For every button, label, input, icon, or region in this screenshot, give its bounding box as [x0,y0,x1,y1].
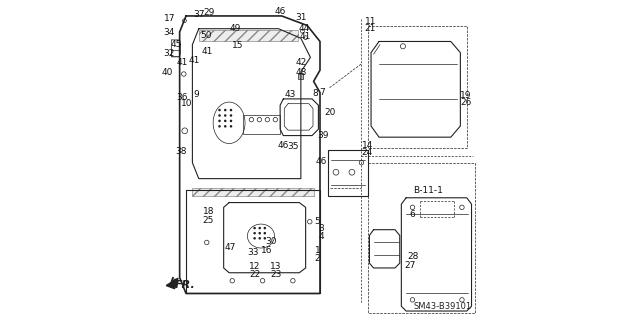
Circle shape [230,120,232,122]
Text: 46: 46 [316,157,327,166]
Text: FR.: FR. [175,279,196,290]
Text: 19: 19 [460,91,472,100]
Text: 33: 33 [247,248,259,256]
Circle shape [219,115,220,116]
Bar [243,115,280,134]
Text: 30: 30 [265,237,276,246]
Text: 32: 32 [164,49,175,58]
Text: 29: 29 [204,8,214,17]
Text: 40: 40 [162,68,173,77]
Text: 13: 13 [270,262,282,271]
Text: 18: 18 [203,207,214,216]
Text: 41: 41 [189,56,200,65]
Text: 7: 7 [319,88,325,97]
Text: 43: 43 [285,90,296,99]
Text: 5: 5 [315,217,321,226]
Circle shape [259,227,260,229]
Text: 31: 31 [296,13,307,22]
Text: 4: 4 [319,232,324,241]
Text: 8: 8 [312,89,318,98]
Polygon shape [166,278,178,289]
Ellipse shape [213,102,245,144]
Circle shape [259,233,260,234]
Text: 50: 50 [200,31,212,40]
Text: 17: 17 [164,14,175,23]
Circle shape [264,233,266,234]
Circle shape [264,227,266,229]
Text: 15: 15 [232,41,243,50]
Text: B-11-1: B-11-1 [413,186,444,195]
Text: 2: 2 [315,254,320,263]
Circle shape [225,120,226,122]
Text: 28: 28 [408,252,419,261]
Circle shape [264,238,266,239]
Circle shape [219,120,220,122]
Ellipse shape [248,224,275,248]
Bar [298,73,303,79]
Text: 14: 14 [362,141,373,150]
Text: 11: 11 [365,17,376,26]
Text: 6: 6 [410,210,415,219]
Text: 34: 34 [164,28,175,37]
Text: 38: 38 [175,147,187,156]
Circle shape [225,126,226,127]
Circle shape [225,109,226,111]
Text: 1: 1 [315,246,321,255]
Text: 10: 10 [181,99,193,108]
Circle shape [254,233,255,234]
Circle shape [254,238,255,239]
Text: 46: 46 [274,7,285,16]
Text: 27: 27 [404,261,415,270]
Text: 45: 45 [170,40,182,48]
Text: 9: 9 [193,90,199,99]
Circle shape [230,109,232,111]
Text: 41: 41 [202,48,213,56]
Text: 21: 21 [365,24,376,33]
Text: 35: 35 [287,142,298,151]
Circle shape [219,109,220,111]
Text: 44: 44 [298,24,310,33]
Text: 26: 26 [460,98,472,107]
Bar [199,30,298,41]
Text: SM43-B39101: SM43-B39101 [413,302,472,311]
Text: 41: 41 [300,32,311,41]
Text: 46: 46 [278,141,289,150]
Text: 49: 49 [230,24,241,33]
Text: 23: 23 [270,271,282,279]
Text: 47: 47 [225,243,236,252]
Circle shape [230,126,232,127]
Text: 41: 41 [177,58,188,67]
Circle shape [259,238,260,239]
Text: 24: 24 [362,148,373,157]
Text: 39: 39 [317,131,329,140]
Bar [328,150,368,196]
Text: 16: 16 [260,246,272,255]
Circle shape [230,115,232,116]
Text: 37: 37 [193,10,205,19]
Text: 22: 22 [250,271,260,279]
Text: 48: 48 [296,68,307,77]
Text: 20: 20 [324,108,336,117]
Text: 42: 42 [296,58,307,67]
Text: 3: 3 [319,224,324,233]
Circle shape [254,227,255,229]
Text: 36: 36 [177,93,188,102]
Bar [193,188,314,196]
Circle shape [225,115,226,116]
Circle shape [219,126,220,127]
Text: 25: 25 [203,216,214,225]
Text: 12: 12 [249,262,260,271]
